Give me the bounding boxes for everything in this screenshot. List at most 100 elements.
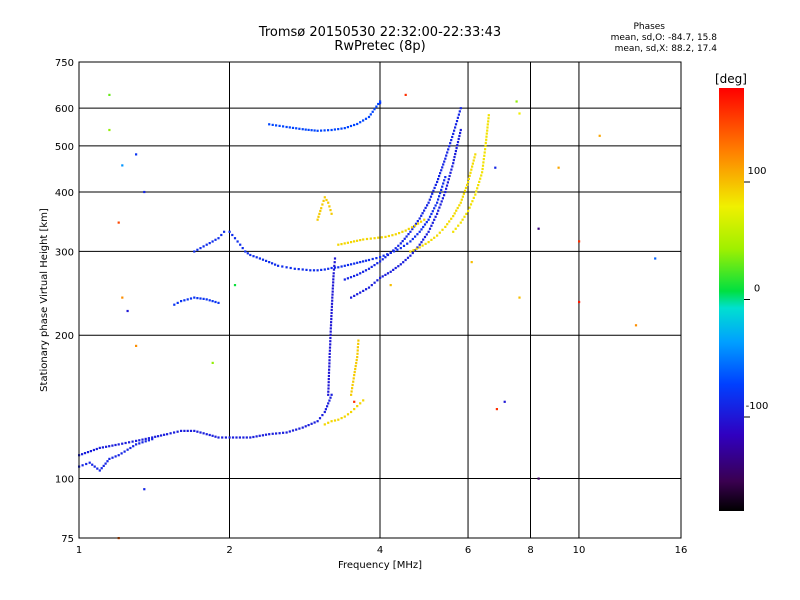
o-mode-echo-point (88, 461, 91, 464)
o-mode-echo-point (411, 237, 414, 241)
y-tick-label: 750 (55, 58, 74, 69)
o-mode-echo-point (428, 227, 432, 230)
o-mode-echo-point (409, 240, 412, 243)
o-mode-echo-point (455, 120, 459, 123)
o-mode-echo-point (427, 230, 430, 233)
o-mode-echo-point (327, 267, 330, 270)
o-mode-echo-point (176, 430, 179, 433)
o-mode-echo-point (92, 448, 95, 452)
isolated-echo-point (117, 221, 120, 224)
x-mode-echo-point (483, 154, 486, 157)
o-mode-echo-point (443, 194, 446, 197)
x-mode-echo-point (472, 196, 475, 199)
o-mode-echo-point (288, 430, 291, 433)
x-mode-echo-point (327, 421, 330, 424)
o-mode-echo-point (431, 221, 434, 224)
o-mode-echo-point (176, 301, 179, 304)
o-mode-echo-point (328, 399, 331, 402)
x-mode-echo-point (430, 238, 433, 241)
phase-info-title: Phases (633, 22, 665, 32)
o-mode-echo-point (407, 233, 410, 236)
o-mode-echo-point (238, 436, 241, 439)
o-mode-echo-point (330, 318, 333, 321)
o-mode-echo-point (312, 269, 316, 272)
x-mode-echo-point (464, 186, 468, 189)
o-mode-echo-point (98, 469, 101, 472)
isolated-echo-point (389, 284, 392, 287)
o-mode-echo-point (305, 268, 308, 271)
x-mode-echo-point (354, 365, 357, 368)
o-mode-echo-point (430, 224, 433, 227)
o-mode-echo-point (428, 198, 431, 201)
o-mode-echo-point (445, 187, 448, 190)
isolated-echo-point (121, 296, 124, 299)
o-mode-echo-point (377, 102, 380, 106)
o-mode-echo-point (396, 248, 399, 251)
o-mode-echo-point (394, 247, 397, 250)
o-mode-echo-point (95, 447, 98, 451)
y-tick-label: 75 (61, 534, 74, 545)
x-mode-echo-point (355, 359, 358, 362)
o-mode-echo-point (401, 240, 404, 243)
o-mode-echo-point (426, 204, 429, 207)
o-mode-echo-point (437, 198, 440, 201)
o-mode-echo-point (231, 233, 234, 237)
x-mode-echo-point (457, 224, 460, 227)
x-mode-echo-point (353, 240, 356, 243)
o-mode-echo-point (277, 264, 280, 267)
x-mode-echo-point (346, 241, 349, 244)
o-mode-echo-point (452, 162, 455, 165)
o-mode-echo-point (364, 117, 368, 120)
o-mode-echo-point (402, 244, 406, 247)
o-mode-echo-point (235, 436, 238, 439)
o-mode-echo-point (326, 405, 329, 408)
x-mode-echo-point (486, 123, 489, 126)
o-mode-echo-point (169, 432, 172, 435)
colorbar-tick-label: 0 (754, 284, 760, 295)
o-mode-echo-point (329, 330, 332, 333)
o-mode-echo-point (455, 147, 458, 150)
x-tick-label: 6 (465, 545, 471, 556)
isolated-echo-point (494, 166, 497, 169)
o-mode-echo-point (288, 126, 291, 129)
o-mode-echo-point (241, 247, 244, 250)
isolated-echo-point (121, 164, 124, 167)
isolated-echo-point (379, 102, 382, 105)
o-mode-echo-point (81, 464, 84, 467)
o-mode-echo-point (208, 299, 211, 302)
o-mode-echo-point (261, 434, 264, 437)
o-mode-echo-point (457, 137, 460, 141)
o-mode-echo-point (310, 422, 313, 425)
o-mode-echo-point (328, 352, 331, 355)
isolated-echo-point (126, 309, 129, 313)
o-mode-echo-point (362, 260, 365, 263)
x-mode-echo-point (329, 209, 332, 212)
x-mode-echo-point (424, 242, 427, 245)
o-mode-echo-point (427, 201, 430, 204)
o-mode-echo-point (416, 220, 419, 223)
colorbar-tick-label: 100 (747, 166, 766, 177)
o-mode-echo-point (365, 288, 368, 291)
o-mode-echo-point (214, 435, 217, 438)
o-mode-echo-point (271, 432, 274, 435)
o-mode-echo-point (114, 455, 117, 458)
x-mode-echo-point (404, 229, 407, 232)
o-mode-echo-point (320, 129, 323, 132)
x-mode-echo-point (438, 231, 441, 234)
o-mode-echo-point (346, 126, 349, 129)
x-mode-echo-point (357, 342, 360, 345)
o-mode-echo-point (441, 166, 444, 169)
o-mode-echo-point (91, 463, 94, 466)
isolated-echo-point (135, 153, 138, 156)
o-mode-echo-point (138, 442, 141, 445)
o-mode-echo-point (386, 272, 390, 275)
o-mode-echo-point (356, 261, 359, 264)
o-mode-echo-point (211, 434, 214, 437)
o-mode-echo-point (329, 340, 332, 343)
o-mode-echo-point (454, 123, 458, 126)
o-mode-echo-point (147, 439, 150, 442)
o-mode-echo-point (434, 183, 437, 186)
x-mode-echo-point (487, 114, 490, 117)
o-mode-echo-point (459, 107, 462, 110)
x-mode-echo-point (417, 222, 420, 225)
